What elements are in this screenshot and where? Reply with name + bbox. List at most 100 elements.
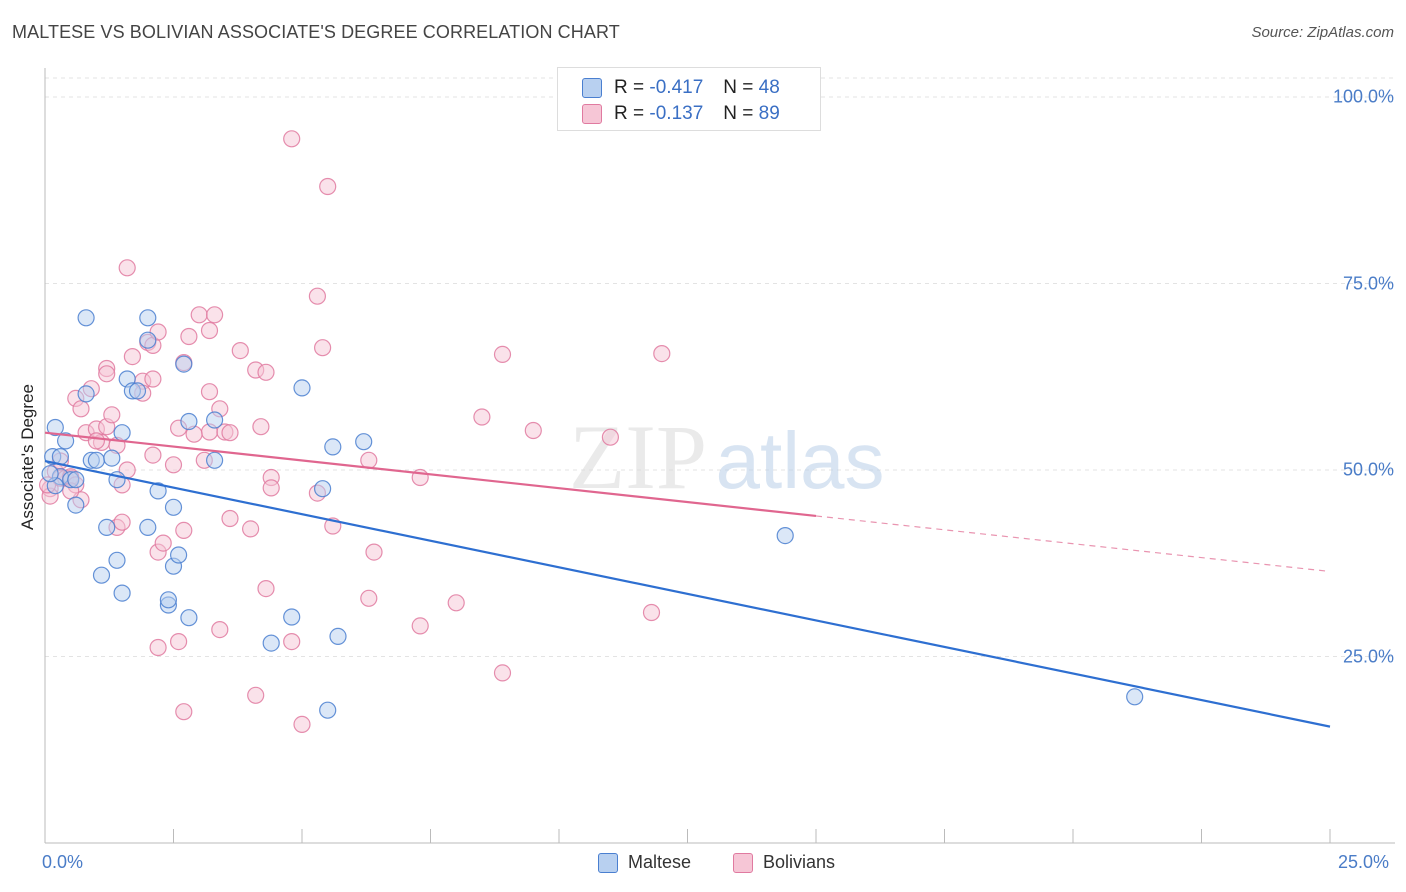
bolivians-point (360, 589, 378, 607)
bolivians-point (247, 686, 265, 704)
bolivians-point (257, 579, 275, 598)
maltese-point (77, 309, 95, 327)
maltese-point (113, 584, 131, 602)
maltese-point (180, 412, 198, 431)
bolivians-point (524, 421, 542, 440)
watermark-atlas: atlas (716, 416, 885, 505)
bolivians-point (493, 664, 512, 682)
bolivians-r-value: -0.137 (649, 103, 704, 124)
watermark-zip: ZIP (569, 406, 707, 508)
bolivians-point (257, 363, 275, 381)
maltese-point (103, 449, 121, 467)
maltese-point (92, 566, 111, 584)
maltese-swatch (582, 78, 602, 98)
bolivians-point (144, 446, 162, 464)
bolivians-point (314, 339, 332, 357)
bolivians-point (175, 703, 193, 721)
bolivians-point (308, 287, 326, 305)
watermark: ZIP atlas (569, 406, 884, 508)
bolivians-point (242, 520, 260, 538)
bolivians-point (154, 534, 172, 552)
bolivians-r-label: R = (614, 103, 645, 124)
y-tick-label-1: 75.0% (1342, 273, 1394, 293)
maltese-point (67, 471, 85, 489)
bolivians-point (601, 428, 620, 446)
bolivians-point (283, 632, 301, 651)
bolivians-point (123, 348, 141, 366)
maltese-point (206, 411, 224, 429)
bottom-legend-maltese: Maltese (598, 852, 691, 873)
bolivians-point (164, 456, 183, 474)
maltese-point (56, 432, 75, 450)
gridlines (45, 77, 1395, 657)
maltese-n-label: N = (723, 77, 754, 98)
maltese-point (180, 609, 198, 627)
maltese-point (262, 634, 280, 652)
maltese-points (41, 309, 1144, 719)
bolivians-point (87, 432, 106, 450)
maltese-point (283, 608, 301, 626)
maltese-n-value: 48 (758, 77, 780, 98)
maltese-point (128, 382, 147, 400)
bolivians-point (411, 617, 429, 635)
maltese-point (175, 355, 193, 373)
bolivians-point (473, 408, 491, 426)
maltese-trend-line (44, 459, 1331, 728)
y-tick-label-3: 25.0% (1342, 646, 1394, 666)
maltese-point (314, 480, 332, 498)
maltese-point (108, 551, 126, 569)
bolivians-swatch (582, 104, 602, 124)
maltese-point (139, 309, 157, 327)
bolivians-point (221, 424, 239, 442)
bolivians-point (170, 632, 188, 651)
maltese-point (324, 438, 342, 456)
maltese-point (87, 451, 106, 469)
maltese-point (355, 433, 373, 451)
bolivians-point (283, 130, 301, 148)
maltese-point (113, 424, 131, 442)
bolivians-point (180, 327, 198, 346)
bolivians-point (149, 638, 167, 657)
maltese-point (149, 482, 167, 500)
correlation-legend: R = -0.417 N = 48 R = -0.137 N = 89 (557, 67, 821, 131)
bolivians-point (653, 345, 671, 363)
bolivians-point (360, 451, 378, 469)
bolivians-point (447, 594, 465, 612)
bolivians-point (144, 370, 162, 388)
maltese-point (206, 451, 224, 469)
maltese-r-label: R = (614, 77, 645, 98)
bolivians-point (190, 306, 208, 324)
maltese-point (776, 526, 794, 545)
maltese-r-value: -0.417 (649, 77, 704, 98)
bolivians-point (319, 177, 337, 196)
bolivians-point (98, 365, 116, 383)
bolivians-point (293, 715, 311, 734)
bottom-legend-bolivians-label: Bolivians (763, 852, 836, 872)
bolivians-point (200, 321, 219, 340)
maltese-point (319, 701, 337, 719)
x-tick-label-right: 25.0% (1338, 852, 1390, 872)
bottom-legend-maltese-label: Maltese (628, 852, 692, 872)
bolivians-point (103, 406, 121, 424)
legend-row-maltese: R = -0.417 N = 48 (582, 76, 780, 100)
maltese-point (1126, 688, 1144, 706)
maltese-point (98, 518, 116, 537)
bolivians-point (493, 345, 512, 363)
bolivians-point (642, 603, 661, 622)
bolivians-trend-line-extension (815, 515, 1331, 573)
bolivians-point (72, 400, 90, 418)
maltese-point (139, 518, 157, 537)
maltese-point (139, 331, 157, 349)
bottom-legend-bolivians: Bolivians (733, 852, 835, 873)
bolivians-point (252, 418, 270, 436)
maltese-point (159, 591, 177, 609)
maltese-point (41, 465, 59, 483)
bolivians-points (38, 130, 671, 734)
maltese-point (77, 385, 95, 403)
bolivians-point (200, 383, 219, 401)
bolivians-n-label: N = (723, 103, 754, 124)
source-label: Source: ZipAtlas.com (1251, 24, 1394, 41)
bolivians-point (175, 521, 193, 540)
maltese-point (46, 418, 64, 437)
